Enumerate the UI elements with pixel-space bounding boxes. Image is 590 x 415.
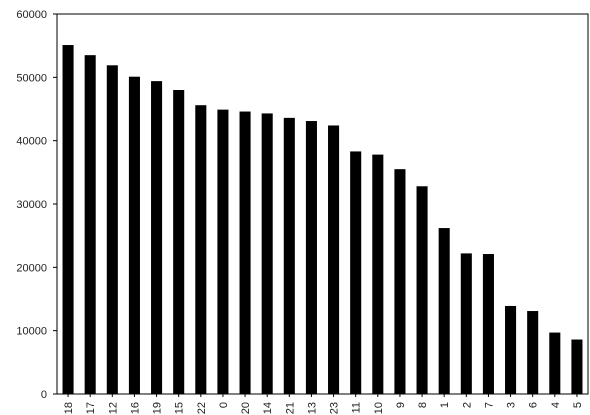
bar	[195, 105, 207, 394]
bar	[305, 121, 317, 395]
y-tick-label: 10000	[16, 326, 47, 338]
bar	[106, 65, 118, 395]
bar	[239, 111, 251, 395]
y-tick-label: 0	[41, 389, 47, 401]
bar	[438, 228, 450, 394]
x-tick-label: 19	[152, 402, 164, 414]
bar	[173, 90, 185, 394]
x-tick-label: 11	[351, 402, 363, 413]
x-tick-label: 4	[550, 402, 562, 408]
y-tick-label: 30000	[16, 199, 47, 211]
bar	[460, 253, 472, 394]
x-tick-label: 7	[483, 402, 495, 408]
x-tick-label: 21	[284, 402, 296, 414]
bar	[416, 186, 428, 394]
bar	[394, 169, 406, 394]
x-tick-label: 10	[373, 402, 385, 414]
bar	[217, 109, 229, 394]
x-tick-label: 12	[107, 402, 119, 414]
y-axis: 0 10000 20000 30000 40000 50000 60000	[16, 9, 57, 401]
y-tick-label: 40000	[16, 136, 47, 148]
x-tick-label: 15	[174, 402, 186, 414]
y-tick-label: 60000	[16, 9, 47, 21]
x-tick-label: 1	[439, 402, 451, 408]
x-tick-label: 6	[528, 402, 540, 408]
bar	[261, 113, 273, 394]
x-tick-label: 16	[129, 402, 141, 414]
x-tick-label: 23	[329, 402, 341, 414]
x-tick-label: 17	[85, 402, 97, 414]
bar	[151, 81, 163, 394]
bar	[328, 125, 340, 394]
x-tick-label: 20	[240, 402, 252, 414]
bar	[571, 339, 583, 394]
bar	[482, 254, 494, 394]
x-tick-label: 2	[461, 402, 473, 408]
x-tick-label: 3	[506, 402, 518, 408]
bar	[128, 76, 140, 394]
x-tick-label: 13	[306, 402, 318, 414]
x-tick-label: 8	[417, 402, 429, 408]
x-tick-label: 0	[218, 402, 230, 408]
bars	[62, 45, 583, 395]
y-tick-label: 20000	[16, 262, 47, 274]
bar	[372, 154, 384, 394]
x-tick-label: 18	[63, 402, 75, 414]
x-axis: 18 17 12 16 19 15 22 0 20 14 21 13 23 11 10 9 8 1 2 7 3 6 4 5	[63, 394, 584, 414]
y-tick-label: 50000	[16, 72, 47, 84]
x-tick-label: 9	[395, 402, 407, 408]
bar	[62, 45, 74, 395]
bar	[283, 117, 295, 394]
x-tick-label: 5	[572, 402, 584, 408]
bar	[527, 311, 539, 394]
bar	[350, 151, 362, 394]
x-tick-label: 14	[262, 402, 274, 414]
bar	[505, 305, 517, 394]
bar	[84, 55, 96, 395]
bar	[549, 332, 561, 394]
x-tick-label: 22	[196, 402, 208, 414]
